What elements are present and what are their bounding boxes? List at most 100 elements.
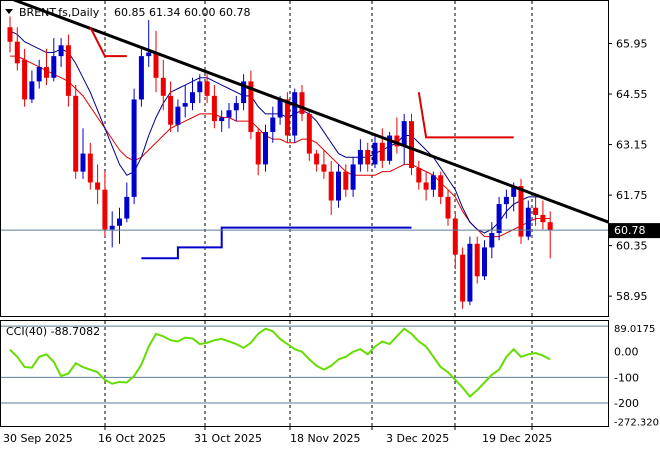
candle-body (58, 45, 64, 57)
candle-50 (372, 135, 378, 169)
candle-43 (321, 149, 327, 179)
candle-31 (233, 95, 239, 122)
candle-body (350, 164, 356, 190)
cci-tick-label: -272.320 (614, 417, 659, 428)
candle-22 (168, 81, 174, 132)
candle-body (328, 171, 334, 201)
candle-body (540, 214, 546, 223)
candle-body (277, 99, 283, 118)
candle-27 (204, 74, 210, 104)
candle-57 (423, 171, 429, 201)
candle-25 (190, 77, 195, 111)
candle-body (255, 131, 261, 165)
cci-axis: 0.00 -100 -200 -272.320 (614, 346, 659, 429)
candle-body (270, 117, 276, 132)
candle-13 (102, 171, 108, 237)
candle-body (73, 95, 79, 172)
candle-body (248, 81, 254, 132)
candle-body (211, 95, 217, 122)
support-step-line (141, 226, 412, 260)
candle-66 (489, 222, 495, 259)
candle-40 (299, 85, 305, 122)
candle-55 (409, 113, 414, 176)
candle-71 (525, 200, 531, 241)
candle-body (80, 153, 86, 172)
candle-33 (248, 70, 254, 140)
time-grid-lines (104, 1, 533, 426)
resistance-step-line-0 (89, 26, 127, 58)
candle-body (29, 81, 35, 100)
candle-body (263, 131, 268, 165)
candle-body (233, 103, 239, 111)
candle-19 (146, 20, 152, 67)
cci-tick-label: 0.00 (614, 346, 639, 359)
candle-0 (7, 16, 13, 53)
candle-body (197, 81, 203, 93)
candle-body (36, 66, 42, 82)
candle-body (204, 81, 210, 96)
candle-60 (445, 189, 451, 226)
candle-body (336, 171, 341, 201)
price-tick-label: 61.75 (616, 189, 648, 202)
candle-body (102, 189, 108, 230)
candle-body (409, 121, 414, 169)
candle-72 (533, 193, 539, 226)
candle-38 (284, 92, 290, 143)
candle-61 (452, 211, 458, 270)
candle-body (460, 254, 466, 302)
candle-body (430, 175, 436, 190)
candle-body (168, 95, 174, 125)
candle-4 (36, 59, 42, 89)
candle-body (44, 66, 49, 78)
ohlc-label: 60.85 61.34 60.00 60.78 (114, 6, 250, 19)
candle-65 (482, 240, 487, 280)
candle-body (438, 175, 444, 197)
candle-body (65, 45, 71, 96)
candle-2 (22, 48, 28, 107)
candle-body (547, 222, 553, 231)
price-tick-label: 63.15 (616, 139, 648, 152)
candle-28 (211, 85, 217, 129)
candle-body (321, 164, 327, 172)
candle-body (489, 232, 495, 248)
dropdown-triangle-icon[interactable] (5, 9, 13, 14)
candle-11 (87, 142, 93, 190)
candle-body (314, 153, 320, 165)
candle-46 (343, 164, 349, 197)
candle-body (299, 92, 305, 114)
current-price-tag (609, 223, 660, 239)
candle-5 (44, 48, 49, 86)
candle-body (160, 77, 166, 96)
candle-body (445, 196, 451, 219)
resistance-step-line-1 (417, 92, 514, 139)
candle-3 (29, 70, 35, 104)
time-label: 3 Dec 2025 (386, 432, 449, 445)
ma-fast-path (9, 30, 551, 234)
time-label: 16 Oct 2025 (98, 432, 166, 445)
cci-indicator-label: CCI(40) -88.7082 (6, 325, 100, 338)
candle-34 (255, 128, 261, 176)
candle-29 (219, 110, 225, 132)
ma-slow-path (10, 55, 551, 238)
candle-body (109, 225, 115, 230)
candle-68 (503, 189, 509, 219)
candle-body (51, 56, 57, 78)
candle-16 (124, 182, 130, 223)
candle-body (365, 149, 371, 165)
candle-body (146, 52, 152, 57)
candle-64 (474, 236, 480, 284)
time-label: 19 Dec 2025 (482, 432, 552, 445)
candle-body (379, 142, 385, 161)
candle-8 (65, 34, 71, 107)
ma-fast-line (9, 30, 551, 234)
candle-14 (109, 211, 115, 248)
time-label: 30 Sep 2025 (3, 432, 73, 445)
candle-body (401, 121, 407, 147)
ma-slow-line (10, 55, 551, 238)
candle-body (474, 243, 480, 277)
candle-39 (292, 88, 298, 143)
price-panel (0, 0, 609, 317)
candle-6 (51, 38, 57, 82)
candle-body (292, 92, 298, 136)
